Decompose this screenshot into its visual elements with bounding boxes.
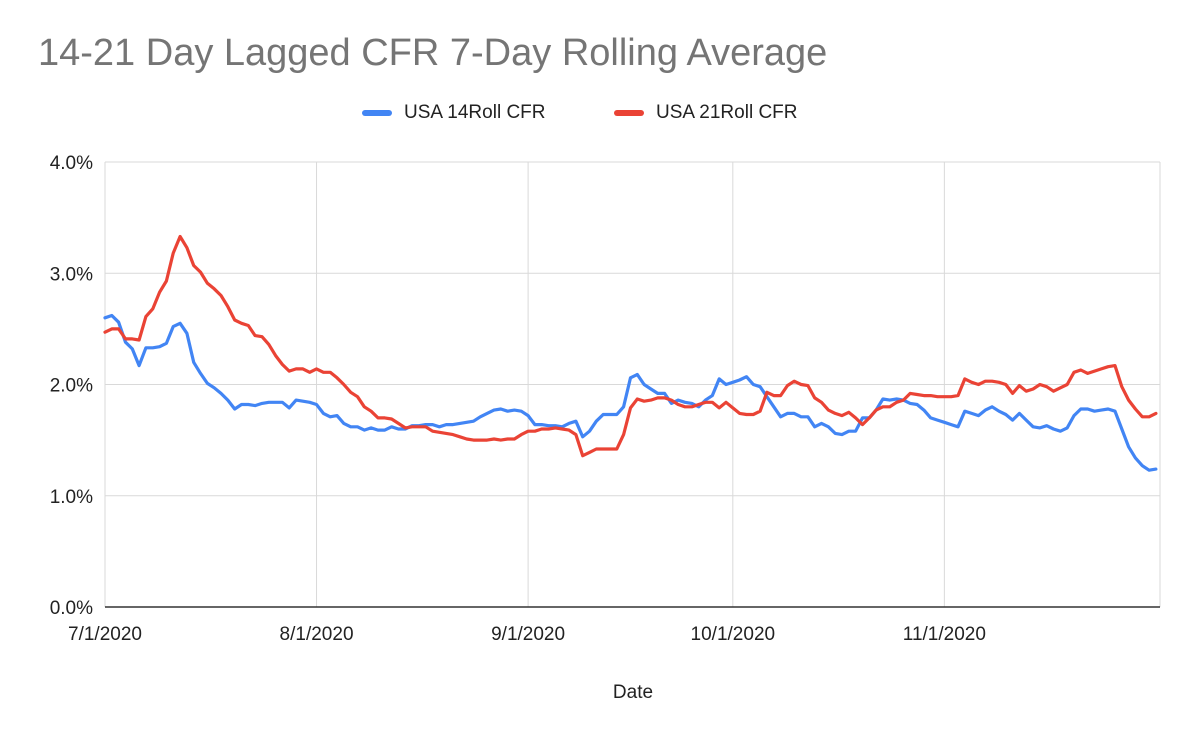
y-tick-label: 3.0% (50, 264, 93, 285)
x-axis-ticks: 7/1/2020 8/1/2020 9/1/2020 10/1/2020 11/1/20… (68, 624, 986, 645)
x-tick-label: 10/1/2020 (691, 624, 776, 645)
y-tick-label: 2.0% (50, 376, 93, 397)
series-line-usa-21roll[interactable] (103, 234, 1158, 458)
legend-item-usa-14roll[interactable]: USA 14Roll CFR (362, 99, 546, 127)
series-lines (103, 234, 1158, 472)
y-axis-ticks: 0.0% 1.0% 2.0% 3.0% 4.0% (50, 153, 93, 619)
x-tick-label: 7/1/2020 (68, 624, 142, 645)
legend-swatch-red (614, 110, 644, 116)
legend-item-usa-21roll[interactable]: USA 21Roll CFR (614, 99, 798, 127)
y-tick-label: 4.0% (50, 153, 93, 174)
x-tick-label: 11/1/2020 (903, 624, 986, 645)
y-tick-label: 1.0% (50, 487, 93, 508)
legend-swatch-blue (362, 110, 392, 116)
vertical-gridlines (104, 162, 1161, 607)
horizontal-gridlines (105, 161, 1160, 497)
x-tick-label: 9/1/2020 (491, 624, 565, 645)
x-tick-label: 8/1/2020 (280, 624, 354, 645)
legend-label-14roll: USA 14Roll CFR (404, 102, 546, 123)
y-tick-label: 0.0% (50, 598, 93, 619)
legend: USA 14Roll CFR USA 21Roll CFR (0, 99, 1200, 127)
series-line-usa-14roll[interactable] (103, 313, 1158, 472)
legend-label-21roll: USA 21Roll CFR (656, 102, 798, 123)
chart-title: 14-21 Day Lagged CFR 7-Day Rolling Avera… (38, 32, 828, 74)
x-axis-title: Date (613, 682, 653, 703)
